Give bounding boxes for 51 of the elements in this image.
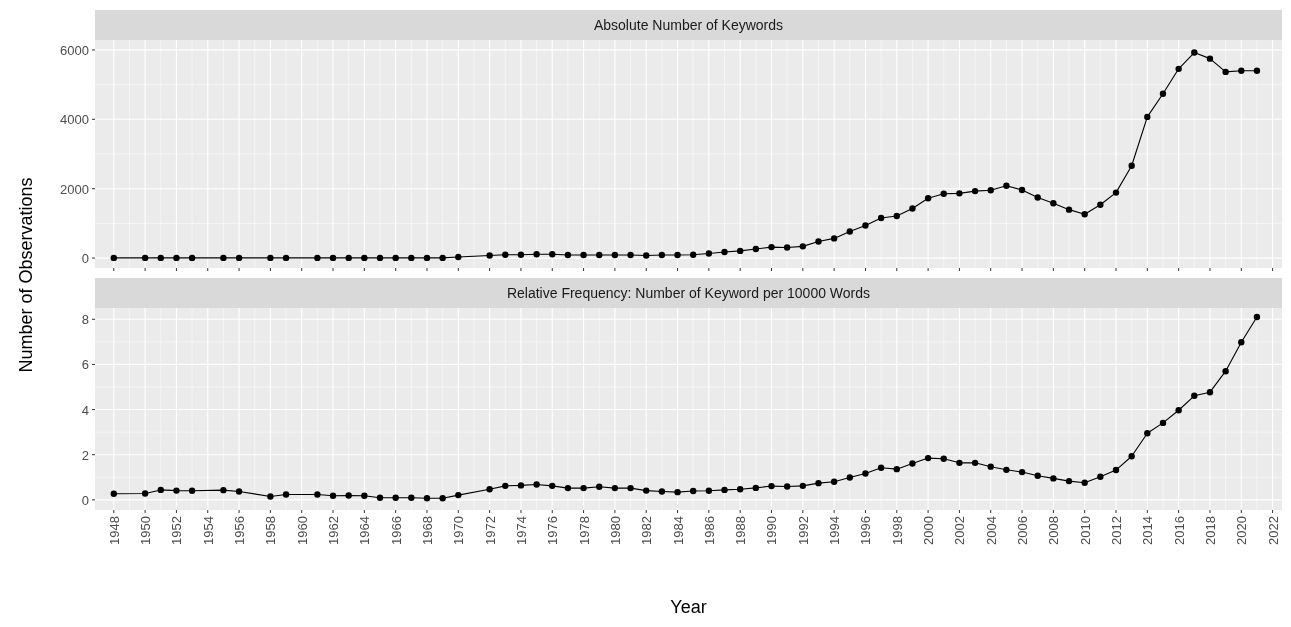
x-tick-label: 1990: [764, 516, 780, 545]
x-tick-label: 1978: [576, 516, 592, 545]
x-tick-label: 1976: [545, 516, 561, 545]
x-tick-label: 2004: [983, 516, 999, 545]
y-axis-title: Number of Observations: [16, 177, 36, 373]
x-axis-title: Year: [670, 597, 707, 617]
x-tick-label: 1954: [200, 516, 216, 545]
x-tick-label: 1950: [138, 516, 154, 545]
x-tick-label: 1998: [889, 516, 905, 545]
x-tick-label: 2022: [1265, 516, 1281, 545]
x-tick-label: 1962: [326, 516, 342, 545]
x-tick-label: 1984: [670, 516, 686, 545]
x-tick-label: 1986: [701, 516, 717, 545]
x-tick-label: 1994: [827, 516, 843, 545]
x-tick-label: 2016: [1171, 516, 1187, 545]
chart-title: Absolute Number of Keywords: [593, 17, 784, 33]
x-tick-label: 1996: [858, 516, 874, 545]
y-tick-label: 2000: [60, 181, 89, 197]
y-tick-label: 4000: [60, 112, 89, 128]
x-tick-label: 1948: [106, 516, 122, 545]
x-tick-label: 1968: [419, 516, 435, 545]
x-tick-label: 2000: [921, 516, 937, 545]
x-tick-label: 2006: [1015, 516, 1031, 545]
x-tick-label: 2002: [952, 516, 968, 545]
x-tick-label: 2008: [1046, 516, 1062, 545]
x-tick-label: 1974: [513, 516, 529, 545]
y-tick-label: 8: [81, 312, 89, 328]
y-tick-label: 0: [81, 492, 89, 508]
x-tick-label: 1988: [733, 516, 749, 545]
x-tick-label: 1972: [482, 516, 498, 545]
y-tick-label: 4: [81, 402, 89, 418]
x-tick-label: 1970: [451, 516, 467, 545]
x-tick-label: 2012: [1109, 516, 1125, 545]
y-tick-label: 6000: [60, 42, 89, 58]
x-tick-label: 1956: [232, 516, 248, 545]
chart-title: Relative Frequency: Number of Keyword per 10000 Words: [506, 285, 871, 301]
x-tick-label: 2020: [1234, 516, 1250, 545]
x-tick-label: 1980: [607, 516, 623, 545]
x-tick-label: 1952: [169, 516, 185, 545]
x-tick-label: 1992: [795, 516, 811, 545]
x-tick-label: 2010: [1077, 516, 1093, 545]
y-tick-label: 0: [81, 251, 89, 267]
x-tick-label: 1966: [388, 516, 404, 545]
x-tick-label: 1958: [263, 516, 279, 545]
x-tick-label: 1960: [294, 516, 310, 545]
x-tick-label: 2018: [1202, 516, 1218, 545]
x-tick-label: 2014: [1140, 516, 1156, 545]
x-tick-label: 1964: [357, 516, 373, 545]
x-tick-label: 1982: [639, 516, 655, 545]
y-tick-label: 2: [81, 447, 89, 463]
y-tick-label: 6: [81, 357, 89, 373]
